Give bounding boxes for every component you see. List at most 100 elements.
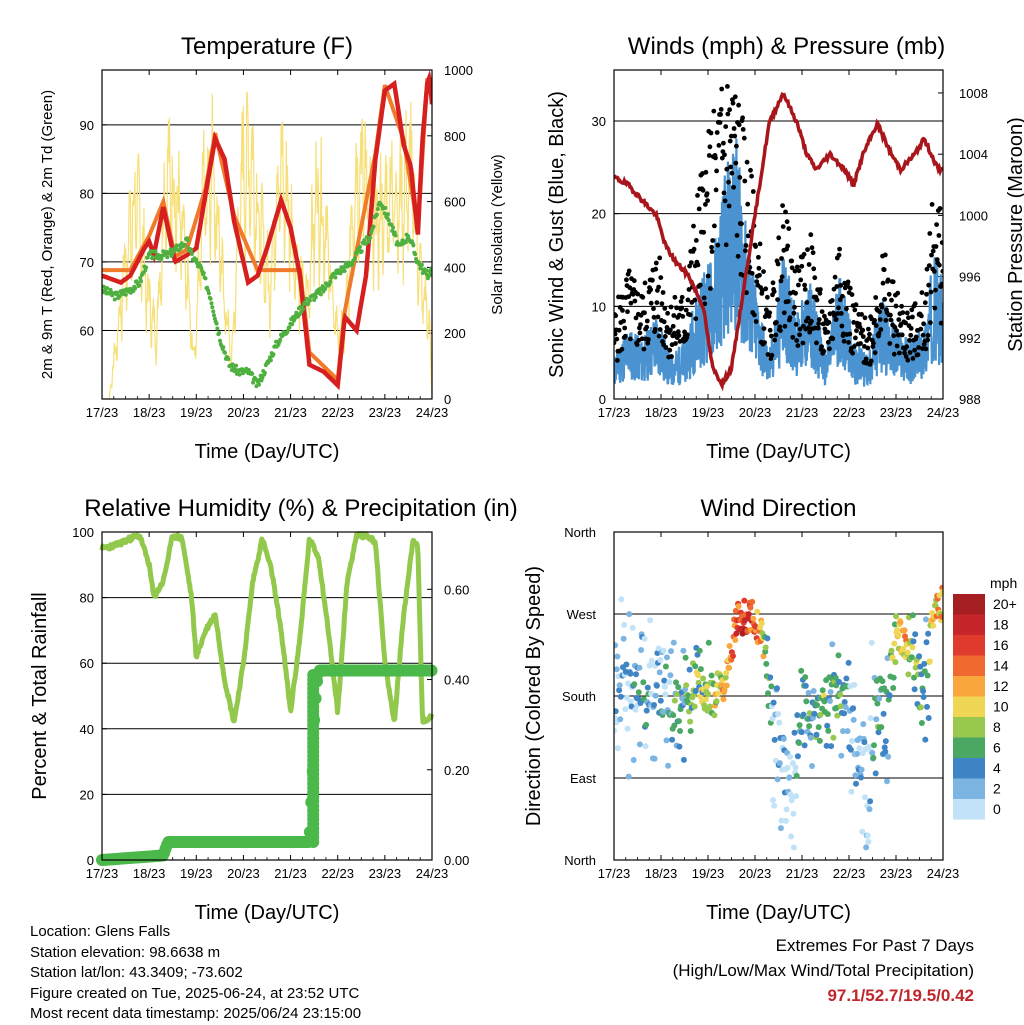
direction-point — [625, 680, 632, 687]
direction-point — [860, 721, 867, 728]
x-axis-label: Time (Day/UTC) — [706, 902, 851, 924]
direction-point — [790, 844, 797, 851]
direction-point — [817, 711, 824, 718]
dewpoint-point — [375, 207, 380, 211]
gust-point — [904, 310, 910, 316]
gust-point — [890, 279, 896, 285]
direction-point — [654, 650, 661, 656]
direction-point — [646, 662, 653, 669]
direction-point — [891, 621, 898, 628]
direction-point — [807, 734, 814, 741]
direction-point — [806, 723, 813, 730]
gust-point — [797, 326, 803, 332]
direction-point — [798, 667, 805, 674]
x-tick-label: 20/23 — [227, 405, 260, 420]
gust-point — [634, 342, 640, 347]
gust-point — [619, 346, 625, 352]
direction-point — [924, 703, 930, 710]
direction-point — [854, 750, 861, 757]
gust-point — [847, 331, 853, 337]
plot-border — [101, 69, 433, 400]
direction-point — [765, 690, 771, 697]
gust-point — [752, 312, 757, 318]
direction-point — [837, 703, 844, 710]
gust-point — [625, 309, 630, 315]
direction-point — [798, 729, 805, 736]
direction-point — [922, 616, 929, 623]
direction-point — [682, 654, 689, 661]
plot-area — [614, 84, 943, 392]
gust-point — [663, 345, 669, 351]
gust-point — [718, 112, 723, 117]
dewpoint-point — [323, 286, 328, 291]
panel-temperature: Temperature (F) Time (Day/UTC) 2m & 9m T (… — [39, 33, 506, 463]
gust-point — [676, 333, 682, 338]
direction-point — [618, 596, 625, 603]
gust-point — [745, 201, 751, 207]
gust-point — [671, 313, 677, 318]
gust-point — [725, 111, 731, 117]
direction-point — [702, 696, 709, 703]
direction-point — [862, 794, 868, 801]
direction-point — [819, 687, 826, 694]
legend-label: 20+ — [993, 596, 1017, 612]
gust-point — [727, 107, 732, 113]
gust-point — [794, 338, 800, 343]
gust-point — [847, 285, 853, 291]
direction-point — [624, 725, 631, 732]
gust-point — [614, 313, 619, 319]
y2-tick-label: 1008 — [959, 86, 988, 101]
direction-point — [849, 737, 855, 744]
direction-point — [687, 728, 694, 734]
direction-point — [805, 689, 812, 696]
gust-point — [669, 354, 674, 359]
x-tick-label: 17/23 — [598, 405, 631, 420]
x-tick-label: 17/23 — [86, 405, 119, 420]
direction-point — [802, 682, 809, 689]
direction-point — [778, 817, 785, 824]
gust-point — [882, 296, 888, 302]
gust-point — [715, 242, 721, 248]
direction-point — [869, 750, 876, 756]
gust-point — [728, 133, 734, 139]
x-tick-label: 17/23 — [598, 866, 631, 881]
series-2m-temperature — [102, 70, 432, 391]
direction-point — [675, 684, 682, 691]
direction-point — [842, 704, 849, 711]
direction-point — [787, 753, 793, 760]
gust-point — [640, 294, 646, 300]
gust-point — [621, 318, 626, 324]
dewpoint-point — [358, 244, 362, 249]
direction-point — [784, 764, 791, 771]
gust-point — [657, 255, 663, 261]
gust-point — [718, 107, 724, 112]
figure-created: Figure created on Tue, 2025-06-24, at 23… — [30, 984, 360, 1002]
dewpoint-point — [223, 350, 227, 355]
gust-point — [748, 167, 753, 173]
gust-point — [783, 209, 788, 215]
direction-point — [668, 648, 674, 655]
gust-point — [833, 317, 839, 322]
dewpoint-point — [333, 275, 338, 280]
y-tick-label: East — [570, 771, 596, 786]
gust-point — [906, 315, 911, 321]
direction-point — [657, 697, 664, 704]
dewpoint-point — [366, 239, 371, 244]
gust-point — [644, 318, 650, 324]
direction-point — [830, 734, 837, 741]
gust-point — [633, 315, 639, 321]
gust-point — [794, 264, 800, 270]
legend-swatch — [953, 696, 985, 717]
dewpoint-point — [428, 272, 432, 277]
dewpoint-point — [211, 309, 216, 314]
gust-point — [801, 251, 807, 257]
direction-point — [652, 692, 659, 699]
y2-axis-label: Solar Insolation (Yellow) — [489, 154, 506, 314]
gust-point — [940, 268, 943, 274]
gust-point — [691, 246, 697, 252]
direction-point — [882, 748, 889, 755]
direction-point — [865, 743, 872, 750]
gust-point — [778, 328, 783, 333]
gust-point — [882, 252, 888, 258]
gust-point — [876, 331, 882, 336]
